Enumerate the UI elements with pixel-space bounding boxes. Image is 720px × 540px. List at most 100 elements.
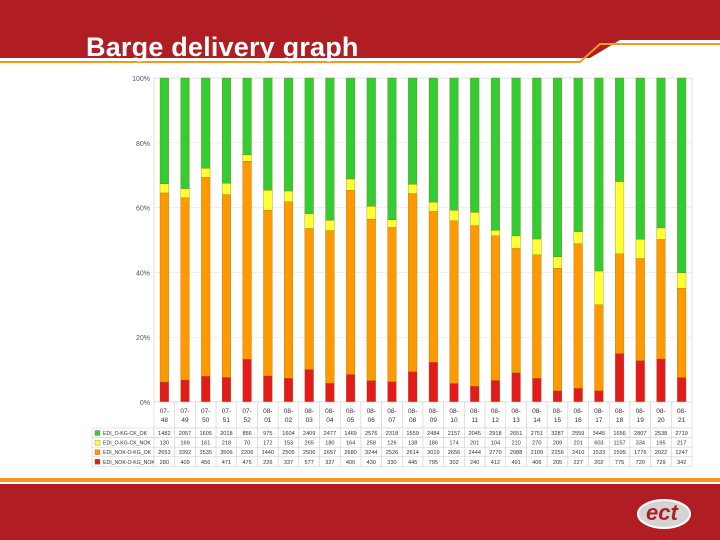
bar-segment — [408, 193, 418, 372]
data-label: 2719 — [675, 431, 687, 437]
bar-segment — [242, 161, 252, 360]
bar-segment — [470, 212, 480, 226]
bar-segment — [553, 256, 562, 269]
data-label: 3392 — [179, 450, 191, 456]
bar-segment — [532, 77, 542, 240]
data-label: 1604 — [282, 431, 294, 437]
x-tick-label: 18 — [616, 417, 624, 424]
bar-segment — [346, 374, 356, 403]
data-label: 409 — [180, 460, 189, 466]
legend-swatch — [94, 449, 101, 455]
data-label: 226 — [263, 460, 272, 466]
category-cell — [402, 401, 424, 429]
data-label: 2484 — [427, 431, 439, 437]
footer-decoration — [0, 478, 720, 540]
category-cell — [608, 401, 631, 429]
bar-segment — [428, 211, 438, 363]
x-tick-label: 12 — [492, 417, 500, 424]
bar-segment — [635, 77, 645, 240]
category-cell — [588, 401, 610, 429]
bar-segment — [490, 230, 500, 236]
data-label: 2559 — [572, 431, 584, 437]
data-label: 3287 — [551, 431, 563, 437]
x-tick-label: 09 — [430, 417, 438, 424]
data-label: 209 — [553, 441, 562, 447]
bar-segment — [263, 77, 273, 191]
legend-swatch — [94, 459, 101, 465]
bar-segment — [221, 377, 231, 403]
legend-label: EDI_NOK-O-KG_NOK — [103, 460, 155, 466]
x-tick-label: 48 — [161, 417, 169, 424]
data-label: 2256 — [551, 450, 563, 456]
x-tick-label: 01 — [264, 417, 272, 424]
legend-label: EDI_O-KG-CK_OK — [103, 431, 148, 437]
legend-swatch — [94, 439, 101, 446]
bar-segment — [635, 360, 645, 403]
bar-segment — [573, 231, 583, 244]
data-label: 210 — [511, 441, 520, 447]
bar-segment — [263, 190, 273, 211]
data-label: 174 — [449, 441, 458, 447]
bar-segment — [201, 77, 211, 169]
data-label: 2653 — [158, 450, 170, 456]
category-cell — [464, 401, 486, 429]
bar-segment — [490, 235, 500, 381]
x-tick-label: 04 — [326, 417, 334, 424]
data-label: 412 — [491, 460, 500, 466]
data-label: 334 — [636, 441, 645, 447]
x-tick-label: 08- — [325, 408, 334, 415]
y-tick-label: 100% — [132, 76, 150, 83]
category-cell — [546, 401, 569, 429]
bar-segment — [180, 77, 190, 189]
data-label: 1656 — [613, 431, 625, 437]
bar-segment — [553, 267, 562, 392]
data-label: 2770 — [489, 450, 501, 456]
category-cell — [360, 401, 382, 429]
data-label: 2088 — [510, 450, 522, 456]
bar-segment — [490, 380, 500, 403]
slide-title: Barge delivery graph — [86, 32, 359, 62]
x-tick-label: 08- — [636, 408, 645, 415]
data-label: 195 — [656, 441, 665, 447]
y-tick-label: 60% — [136, 206, 150, 213]
data-label: 2576 — [365, 431, 377, 437]
x-tick-label: 10 — [450, 417, 458, 424]
bar-segment — [284, 190, 293, 202]
data-label: 1595 — [613, 450, 625, 456]
data-label: 201 — [470, 441, 479, 447]
bar-segment — [304, 369, 314, 403]
bar-segment — [242, 77, 252, 156]
bar-segment — [159, 183, 169, 194]
bar-segment — [408, 77, 418, 185]
bar-segment — [408, 371, 418, 403]
data-label: 400 — [346, 460, 355, 466]
bar-segment — [387, 227, 397, 382]
bar-segment — [449, 383, 459, 403]
data-label: 406 — [532, 460, 541, 466]
bar-segment — [573, 388, 583, 403]
x-tick-label: 08- — [449, 408, 458, 415]
bar-segment — [449, 77, 459, 211]
bar-segment — [635, 239, 645, 259]
y-tick-label: 40% — [136, 270, 150, 277]
bar-segment — [159, 192, 169, 383]
bar-segment — [615, 77, 625, 182]
data-label: 3445 — [593, 431, 605, 437]
data-label: 180 — [325, 441, 334, 447]
data-label: 2206 — [241, 450, 253, 456]
bar-segment — [366, 206, 376, 220]
bar-segment — [284, 201, 293, 379]
bar-segment — [656, 239, 666, 360]
data-label: 186 — [429, 441, 438, 447]
data-label: 280 — [160, 460, 169, 466]
data-label: 1247 — [675, 450, 687, 456]
data-label: 201 — [574, 441, 583, 447]
bar-segment — [346, 77, 356, 180]
x-tick-label: 08- — [367, 408, 376, 415]
bar-segment — [366, 380, 376, 403]
category-cell — [195, 401, 217, 429]
x-tick-label: 08- — [429, 408, 438, 415]
data-label: 1605 — [200, 431, 212, 437]
x-tick-label: 52 — [243, 417, 251, 424]
y-tick-label: 0% — [140, 400, 150, 407]
